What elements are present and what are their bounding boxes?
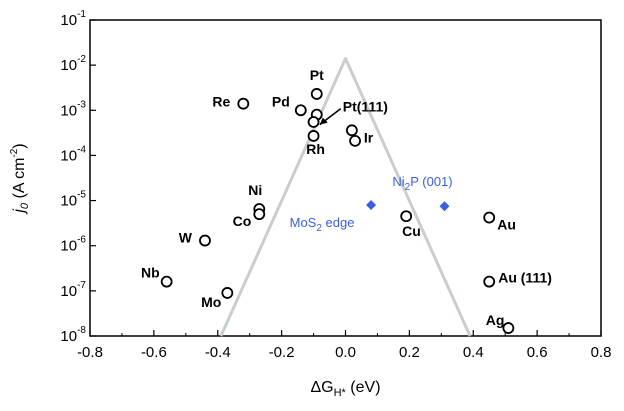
point-label: Re bbox=[212, 94, 230, 110]
data-point-metal bbox=[199, 234, 211, 247]
y-tick-base: 10 bbox=[60, 102, 77, 119]
y-tick-label: 10-2 bbox=[60, 54, 86, 74]
point-label: Au bbox=[497, 217, 516, 233]
x-tick-label: -0.2 bbox=[269, 344, 295, 361]
data-point-metal bbox=[307, 116, 320, 128]
point-labels-layer: Re Pt Pd Pt(111) Rh Ir Ni Co W Cu Au Nb Mo Au (111) Ag… bbox=[141, 67, 552, 328]
data-point-metal bbox=[160, 275, 173, 288]
volcano-curve-layer bbox=[219, 57, 472, 337]
y-tick-label: 10-4 bbox=[60, 144, 86, 164]
data-point-reference bbox=[366, 199, 377, 210]
y-tick-base: 10 bbox=[60, 238, 77, 255]
point-label: Pt bbox=[310, 67, 324, 83]
annotation-arrowhead bbox=[319, 117, 328, 125]
point-label: Pt(111) bbox=[343, 99, 388, 115]
point-label: Ni bbox=[248, 182, 262, 198]
data-point-metal bbox=[349, 134, 361, 147]
y-tick-base: 10 bbox=[60, 328, 77, 345]
data-point-metal bbox=[310, 88, 323, 100]
point-label: Nb bbox=[141, 265, 160, 281]
y-axis-label-sub: 0 bbox=[19, 202, 31, 209]
y-tick-base: 10 bbox=[60, 147, 77, 164]
data-point-metal bbox=[483, 275, 496, 288]
y-axis-label-unit-sup: -2 bbox=[9, 148, 20, 157]
plot-frame bbox=[89, 19, 602, 337]
x-tick-label: 0.4 bbox=[463, 344, 484, 361]
reference-label-sub: 2 bbox=[316, 223, 322, 234]
x-axis-label-sub: H* bbox=[334, 387, 347, 399]
y-tick-base: 10 bbox=[60, 57, 77, 74]
point-label: Ir bbox=[364, 129, 374, 145]
x-tick-label: 0.2 bbox=[399, 344, 420, 361]
y-tick-label: 10-3 bbox=[60, 99, 86, 119]
point-label: Mo bbox=[201, 294, 221, 310]
data-point-metal bbox=[294, 104, 307, 117]
y-tick-exp: -6 bbox=[77, 235, 86, 246]
y-tick-base: 10 bbox=[60, 12, 77, 29]
data-point-metal bbox=[345, 124, 358, 137]
y-tick-label: 10-6 bbox=[60, 235, 86, 255]
data-point-metal bbox=[307, 130, 320, 142]
point-label: Ag bbox=[486, 312, 505, 328]
point-label: Au (111) bbox=[498, 270, 552, 286]
reference-label-main: Ni bbox=[392, 174, 404, 189]
data-point-metal bbox=[483, 211, 496, 224]
x-tick-label: -0.4 bbox=[205, 344, 231, 361]
x-tick-label: 0.6 bbox=[527, 344, 548, 361]
reference-label-sub: 2 bbox=[405, 182, 411, 193]
point-label: Rh bbox=[306, 141, 325, 157]
y-tick-exp: -4 bbox=[77, 144, 86, 155]
x-axis-label: ΔGH* (eV) bbox=[310, 379, 380, 399]
y-tick-exp: -5 bbox=[77, 190, 86, 201]
y-tick-label: 10-1 bbox=[60, 9, 86, 29]
data-point-metal bbox=[221, 287, 234, 299]
point-label: Co bbox=[233, 213, 252, 229]
data-point-metal bbox=[237, 97, 250, 110]
y-axis-label-unit-post: ) bbox=[11, 143, 28, 148]
point-label: Cu bbox=[402, 223, 421, 239]
x-axis-ticks: -0.8 -0.6 -0.4 -0.2 0.0 0.2 0.4 0.6 0.8 bbox=[77, 330, 611, 361]
y-axis-label-unit-pre: (A cm bbox=[11, 158, 28, 203]
y-tick-exp: -3 bbox=[77, 99, 86, 110]
x-tick-label: -0.8 bbox=[77, 344, 103, 361]
y-axis-ticks: 10-810-710-610-510-410-310-210-1 bbox=[60, 9, 96, 345]
y-tick-exp: -2 bbox=[77, 54, 86, 65]
y-tick-exp: -1 bbox=[77, 9, 86, 20]
data-point-metal bbox=[502, 322, 515, 334]
y-tick-base: 10 bbox=[60, 193, 77, 210]
y-tick-label: 10-5 bbox=[60, 190, 86, 210]
y-tick-exp: -7 bbox=[77, 280, 86, 291]
y-tick-exp: -8 bbox=[77, 325, 86, 336]
data-point-metal bbox=[400, 210, 413, 223]
reference-label-suffix: P (001) bbox=[410, 174, 452, 189]
data-point-metal bbox=[253, 208, 266, 221]
plot-area bbox=[89, 19, 602, 337]
data-point-reference bbox=[439, 201, 450, 212]
y-tick-label: 10-7 bbox=[60, 280, 86, 300]
x-axis-label-base: ΔG bbox=[310, 379, 333, 396]
x-tick-label: 0.8 bbox=[591, 344, 612, 361]
y-axis-label-main: j bbox=[11, 209, 28, 215]
x-axis-label-unit: (eV) bbox=[346, 379, 381, 396]
reference-label-main: MoS bbox=[290, 215, 317, 230]
reference-label: Ni2P (001) bbox=[392, 174, 452, 193]
y-tick-label: 10-8 bbox=[60, 325, 86, 345]
y-axis-label: j0 (A cm-2) bbox=[9, 143, 31, 214]
volcano-curve bbox=[219, 57, 472, 337]
point-label: W bbox=[179, 230, 193, 246]
metal-points-layer bbox=[160, 88, 515, 334]
reference-label-suffix: edge bbox=[322, 215, 355, 230]
y-tick-base: 10 bbox=[60, 283, 77, 300]
point-label: Pd bbox=[272, 93, 290, 109]
x-tick-label: 0.0 bbox=[335, 344, 356, 361]
reference-label: MoS2 edge bbox=[290, 215, 355, 234]
x-tick-label: -0.6 bbox=[141, 344, 167, 361]
reference-points-layer bbox=[366, 199, 450, 212]
